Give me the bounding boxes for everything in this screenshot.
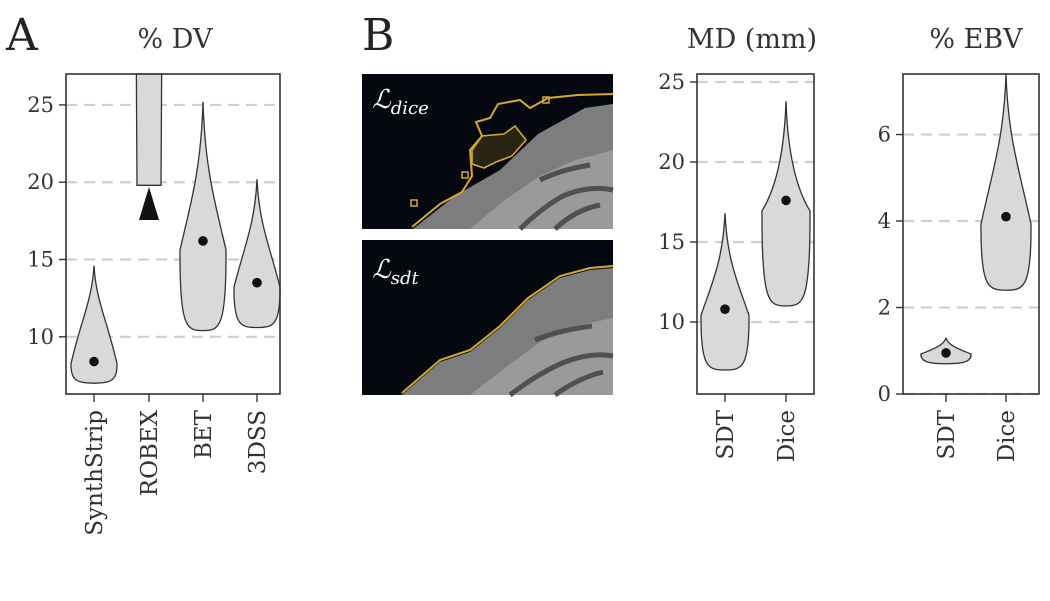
- brain-dice-islands: [471, 124, 528, 169]
- panel-letter-b: B: [362, 10, 394, 61]
- brain-dice-speck: [461, 171, 469, 179]
- robex-arrow-marker: [139, 187, 159, 220]
- y-tick-label: 25: [27, 93, 54, 117]
- brain-dice-sulci: [518, 162, 614, 231]
- brain-dice-contour: [411, 93, 614, 228]
- brain-dice-label: ℒdice: [372, 85, 429, 119]
- panel-letter-a: A: [5, 10, 39, 61]
- y-tick-label: 25: [658, 70, 685, 94]
- y-tick-label: 0: [878, 382, 891, 406]
- brain-dice-speck: [410, 199, 418, 207]
- chart-md-y-axis: 10 15 20 25: [658, 70, 697, 334]
- median-point-sdt: [720, 304, 730, 315]
- y-tick-label: 15: [658, 230, 685, 254]
- violin-sdt: [700, 213, 750, 371]
- chart-md-frame: [696, 73, 815, 395]
- brain-sdt-label: ℒsdt: [372, 255, 419, 289]
- chart-md-x-axis: SDT Dice: [713, 394, 800, 462]
- x-tick-label: Dice: [774, 410, 800, 462]
- x-tick-label: SynthStrip: [82, 410, 108, 536]
- violin-robex: [135, 73, 163, 186]
- y-tick-label: 20: [658, 150, 685, 174]
- chart-ebv-frame: [902, 73, 1040, 395]
- chart-ebv-y-axis: 0 2 4 6: [878, 123, 903, 406]
- y-tick-label: 10: [27, 325, 54, 349]
- median-point-3dss: [252, 277, 262, 288]
- chart-ebv-title: % EBV: [929, 24, 1023, 55]
- y-tick-label: 10: [658, 310, 685, 334]
- chart-dv: % DV 10 15 20 25 SynthStrip ROBEX BET 3DSS: [27, 24, 281, 536]
- y-tick-label: 6: [878, 123, 891, 147]
- chart-md-violins: [700, 101, 811, 371]
- chart-dv-violins: [70, 73, 281, 384]
- median-point-synthstrip: [89, 356, 99, 367]
- brain-sdt-tissue-inner: [470, 318, 613, 395]
- x-tick-label: SDT: [713, 409, 739, 459]
- y-tick-label: 4: [878, 209, 891, 233]
- x-tick-label: BET: [191, 409, 217, 459]
- violin-dice: [980, 73, 1032, 291]
- median-point-sdt: [941, 348, 951, 358]
- chart-md-title: MD (mm): [687, 24, 817, 55]
- median-point-dice: [781, 195, 791, 206]
- violin-3dss: [233, 179, 281, 329]
- chart-ebv-x-axis: SDT Dice: [934, 394, 1020, 462]
- violin-bet: [179, 101, 227, 332]
- chart-ebv: % EBV 0 2 4 6 SDT Dice: [878, 24, 1040, 462]
- x-tick-label: 3DSS: [245, 410, 271, 474]
- x-tick-label: Dice: [994, 410, 1020, 462]
- brain-sdt-sulci: [508, 323, 614, 398]
- chart-dv-frame: [65, 73, 281, 395]
- x-tick-label: SDT: [934, 409, 960, 459]
- y-tick-label: 15: [27, 248, 54, 272]
- chart-dv-y-axis: 10 15 20 25: [27, 93, 66, 349]
- chart-md: MD (mm) 10 15 20 25 SDT Dice: [658, 24, 817, 462]
- chart-ebv-violins: [920, 73, 1032, 365]
- x-tick-label: ROBEX: [137, 409, 163, 496]
- median-point-dice: [1001, 211, 1011, 222]
- brain-image-dice: ℒdice: [362, 74, 614, 231]
- brain-dice-speck: [542, 96, 550, 104]
- chart-dv-title: % DV: [138, 24, 213, 55]
- violin-synthstrip: [70, 265, 118, 384]
- y-tick-label: 2: [878, 296, 891, 320]
- chart-dv-x-axis: SynthStrip ROBEX BET 3DSS: [82, 394, 271, 536]
- brain-sdt-contour: [401, 265, 614, 394]
- y-tick-label: 20: [27, 170, 54, 194]
- median-point-bet: [198, 236, 208, 246]
- brain-image-sdt: ℒsdt: [362, 240, 614, 398]
